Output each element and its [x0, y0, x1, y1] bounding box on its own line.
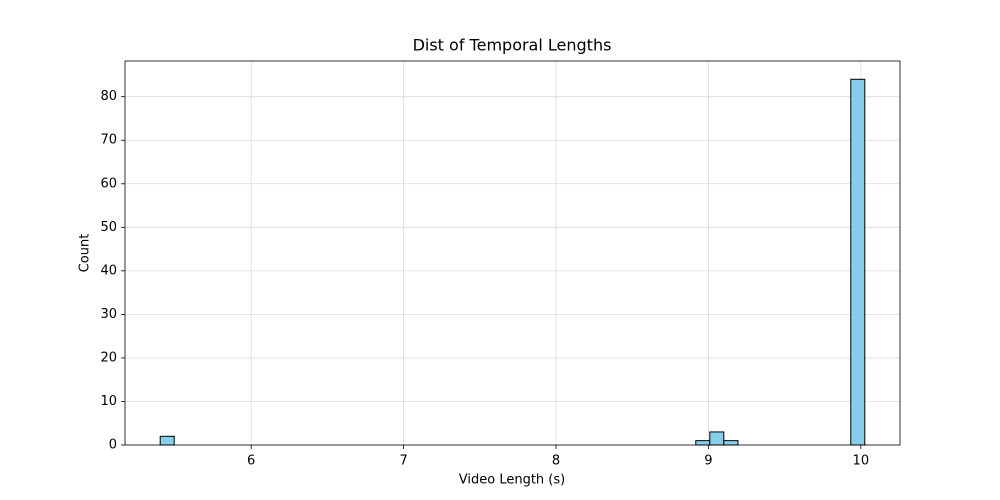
y-tick-label: 50	[100, 220, 117, 235]
y-tick-label: 10	[100, 394, 117, 409]
x-tick-label: 9	[704, 454, 712, 469]
y-tick-label: 70	[100, 133, 117, 148]
y-tick-label: 30	[100, 307, 117, 322]
y-axis-label: Count	[78, 234, 93, 273]
chart-title: Dist of Temporal Lengths	[413, 36, 612, 55]
bar	[850, 78, 866, 446]
x-tick-label: 10	[853, 454, 870, 469]
x-axis-label: Video Length (s)	[459, 473, 565, 488]
x-tick-label: 8	[552, 454, 560, 469]
bar	[709, 431, 725, 446]
y-tick-label: 40	[100, 263, 117, 278]
y-tick-label: 0	[109, 438, 117, 453]
x-tick-label: 7	[399, 454, 407, 469]
bar	[723, 440, 739, 446]
x-tick-label: 6	[247, 454, 255, 469]
y-tick-label: 20	[100, 350, 117, 365]
bar	[695, 440, 711, 446]
y-tick-label: 60	[100, 176, 117, 191]
plot-frame	[124, 60, 901, 446]
y-tick-label: 80	[100, 89, 117, 104]
bar	[159, 435, 175, 446]
